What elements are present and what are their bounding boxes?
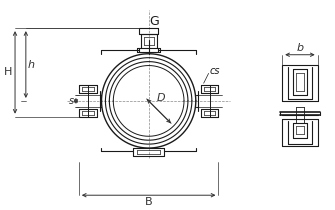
Text: B: B [145,197,152,207]
Text: D: D [156,93,165,103]
Text: cs: cs [210,66,220,76]
Text: b: b [296,43,304,53]
Text: h: h [28,60,35,70]
Text: H: H [4,67,12,77]
Text: G: G [150,15,159,28]
Text: s: s [69,96,74,106]
